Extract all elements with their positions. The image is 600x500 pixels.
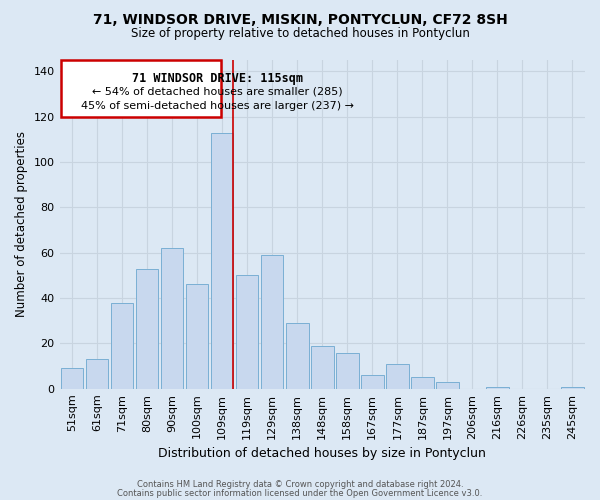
Text: Contains HM Land Registry data © Crown copyright and database right 2024.: Contains HM Land Registry data © Crown c… — [137, 480, 463, 489]
Bar — [211, 132, 233, 389]
Text: 45% of semi-detached houses are larger (237) →: 45% of semi-detached houses are larger (… — [80, 101, 353, 111]
Bar — [161, 248, 184, 389]
Bar — [436, 382, 458, 389]
Text: 71 WINDSOR DRIVE: 115sqm: 71 WINDSOR DRIVE: 115sqm — [131, 72, 302, 85]
Text: ← 54% of detached houses are smaller (285): ← 54% of detached houses are smaller (28… — [92, 86, 343, 97]
X-axis label: Distribution of detached houses by size in Pontyclun: Distribution of detached houses by size … — [158, 447, 486, 460]
Bar — [561, 386, 584, 389]
Bar — [136, 268, 158, 389]
Bar — [261, 255, 283, 389]
Bar — [486, 386, 509, 389]
Bar — [186, 284, 208, 389]
Y-axis label: Number of detached properties: Number of detached properties — [15, 132, 28, 318]
Bar — [61, 368, 83, 389]
Bar — [311, 346, 334, 389]
Bar — [336, 352, 359, 389]
Text: 71, WINDSOR DRIVE, MISKIN, PONTYCLUN, CF72 8SH: 71, WINDSOR DRIVE, MISKIN, PONTYCLUN, CF… — [92, 12, 508, 26]
Bar — [236, 276, 259, 389]
Text: Contains public sector information licensed under the Open Government Licence v3: Contains public sector information licen… — [118, 488, 482, 498]
Bar — [61, 60, 221, 116]
Bar — [111, 302, 133, 389]
Bar — [86, 360, 109, 389]
Bar — [361, 375, 383, 389]
Bar — [286, 323, 308, 389]
Bar — [386, 364, 409, 389]
Bar — [411, 378, 434, 389]
Text: Size of property relative to detached houses in Pontyclun: Size of property relative to detached ho… — [131, 28, 469, 40]
